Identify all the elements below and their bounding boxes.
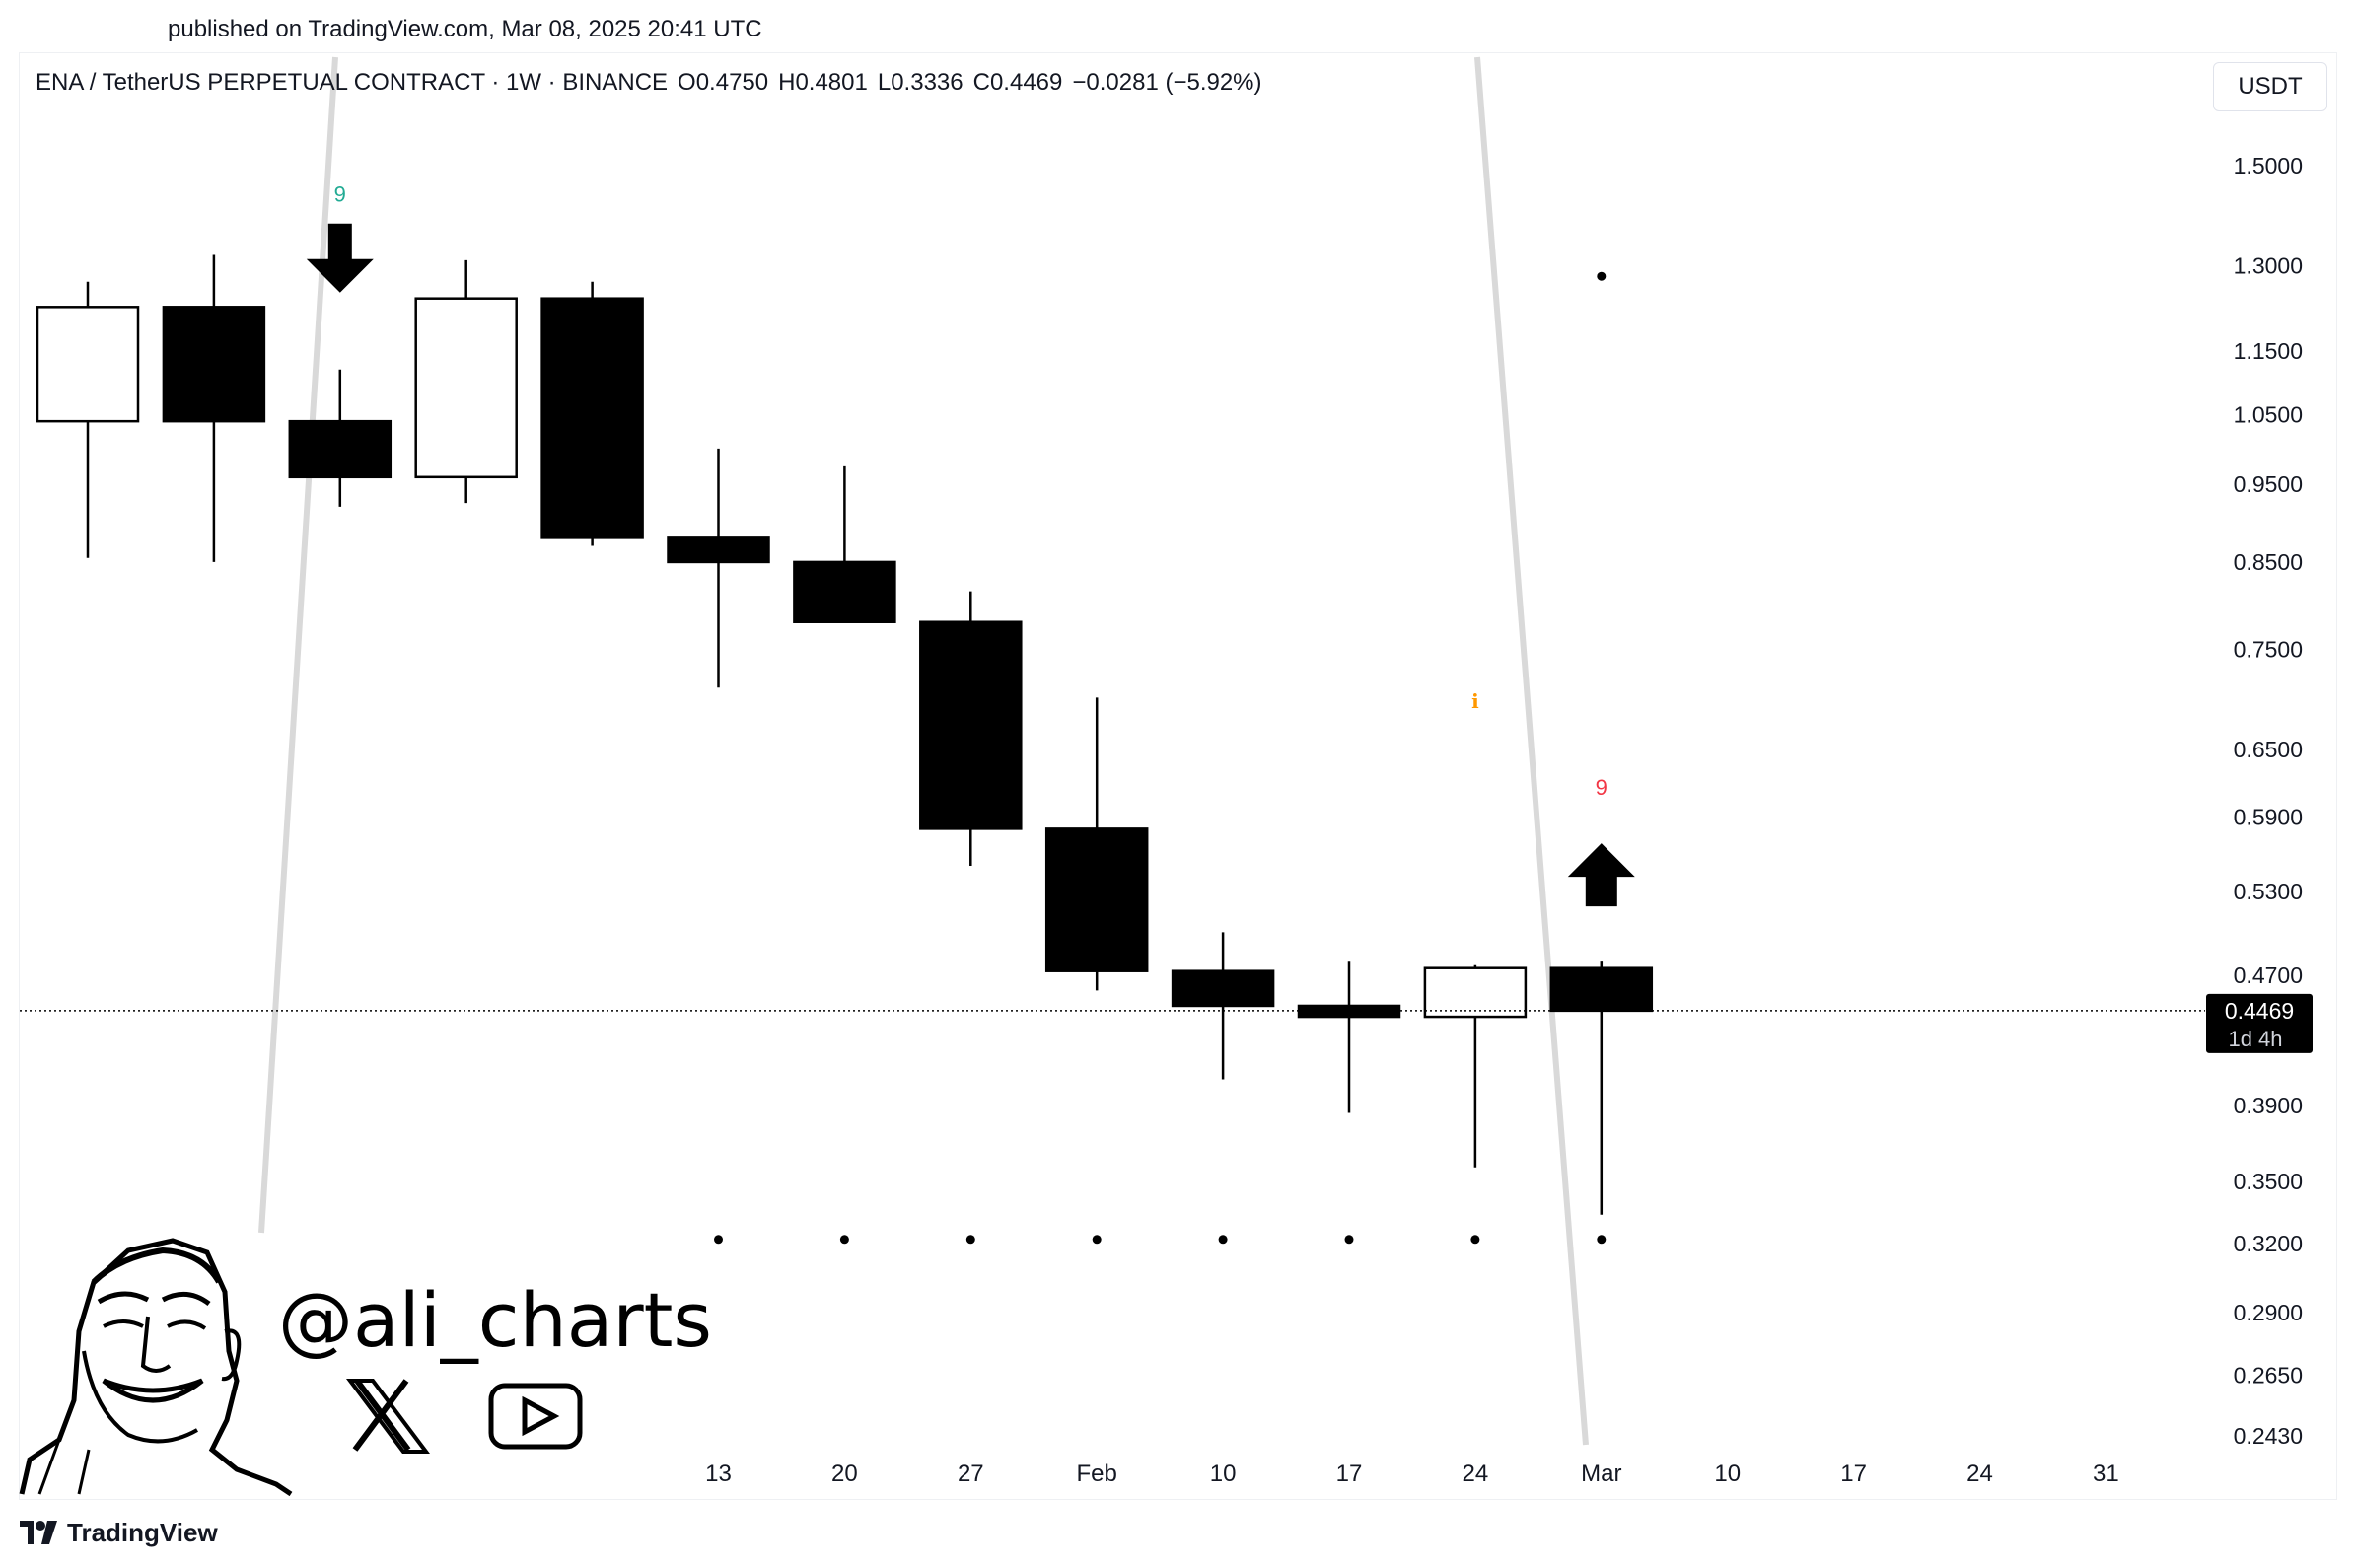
candle[interactable] [36, 281, 140, 558]
indicator-dot [1470, 1235, 1480, 1245]
last-price-line: 0.4469 1d 4h [20, 993, 2313, 1053]
y-tick-label: 0.8500 [2234, 549, 2303, 575]
candle-body [36, 306, 140, 423]
trend-line[interactable] [258, 56, 338, 1234]
indicator-dot [1597, 271, 1607, 281]
last-price-label-bg [2206, 993, 2313, 1053]
x-tick-label: 24 [1463, 1461, 1489, 1487]
legend-open: O0.4750 [678, 69, 769, 96]
y-tick-label: 0.2900 [2234, 1300, 2303, 1325]
candles [36, 254, 1654, 1215]
x-tick-label: 17 [1336, 1461, 1363, 1487]
bar-countdown: 1d 4h [2228, 1027, 2282, 1051]
candle-body [667, 536, 770, 564]
x-tick-label: 27 [958, 1461, 984, 1487]
chart-legend: ENA / TetherUS PERPETUAL CONTRACT · 1W ·… [36, 69, 1272, 97]
y-tick-label: 0.3200 [2234, 1231, 2303, 1256]
candle-body [288, 419, 393, 479]
price-axis: 1.5000 1.3000 1.1500 1.0500 0.9500 0.8500 0.75… [2234, 153, 2303, 1449]
y-tick-label: 0.4700 [2234, 962, 2303, 988]
x-tick-label: Mar [1581, 1461, 1621, 1487]
candle-body [414, 297, 518, 479]
candle-body [793, 560, 896, 623]
currency-button[interactable]: USDT [2213, 62, 2327, 111]
time-axis: 13 20 27 Feb 10 17 24 Mar 10 17 24 31 [705, 1461, 2119, 1487]
youtube-icon [488, 1383, 583, 1450]
info-marker[interactable]: i [1471, 689, 1479, 713]
markers: 9 9 i [306, 182, 1635, 907]
watermark-handle: @ali_charts [278, 1276, 712, 1364]
candle[interactable] [540, 281, 644, 546]
tradingview-footer-logo[interactable]: TradingView [20, 1518, 218, 1548]
y-tick-label: 0.2430 [2234, 1423, 2303, 1449]
candle-body [1297, 1004, 1401, 1019]
candle[interactable] [288, 369, 393, 507]
candle-body [1549, 966, 1654, 1013]
trend-line[interactable] [1474, 56, 1589, 1446]
candle[interactable] [414, 259, 518, 504]
candle[interactable] [1423, 964, 1528, 1168]
x-tick-label: 10 [1210, 1461, 1237, 1487]
candle-body [1171, 969, 1275, 1008]
y-tick-label: 0.2650 [2234, 1363, 2303, 1389]
chart-frame [19, 52, 2337, 1500]
legend-high: H0.4801 [778, 69, 868, 96]
last-price-value: 0.4469 [2225, 998, 2294, 1024]
x-tick-label: 31 [2093, 1461, 2119, 1487]
y-tick-label: 0.7500 [2234, 636, 2303, 662]
indicator-dot [839, 1235, 849, 1245]
y-tick-label: 1.3000 [2234, 252, 2303, 278]
tradingview-logo-icon [20, 1520, 57, 1544]
x-tick-label: 24 [1966, 1461, 1993, 1487]
td-sequential-label: 9 [1596, 775, 1607, 800]
candle-body [1423, 966, 1528, 1019]
ali-face-logo [19, 1238, 293, 1497]
y-tick-label: 1.1500 [2234, 338, 2303, 364]
candle[interactable] [162, 254, 266, 562]
dots [714, 271, 1607, 1245]
y-tick-label: 0.5900 [2234, 804, 2303, 829]
candle[interactable] [1044, 697, 1149, 991]
y-tick-label: 1.0500 [2234, 401, 2303, 427]
y-tick-label: 0.9500 [2234, 471, 2303, 497]
x-tick-label: 20 [831, 1461, 858, 1487]
y-tick-label: 0.3900 [2234, 1093, 2303, 1118]
candle-body [919, 620, 1023, 830]
trend-lines [258, 56, 1589, 1446]
td-sequential-label: 9 [334, 182, 346, 207]
candle-body [162, 306, 266, 423]
x-tick-label: 13 [705, 1461, 732, 1487]
arrow-down-icon [306, 223, 374, 293]
indicator-dot [1344, 1235, 1354, 1245]
candle[interactable] [1171, 932, 1275, 1080]
candle-body [1044, 827, 1149, 972]
indicator-dot [1597, 1235, 1607, 1245]
x-tick-label: 17 [1840, 1461, 1867, 1487]
indicator-dot [714, 1235, 723, 1245]
legend-change: −0.0281 (−5.92%) [1072, 69, 1262, 96]
indicator-dot [1092, 1235, 1102, 1245]
x-logo-icon [346, 1379, 430, 1454]
arrow-up-icon [1567, 843, 1635, 907]
x-tick-label: Feb [1077, 1461, 1117, 1487]
candle[interactable] [793, 465, 896, 623]
indicator-dot [965, 1235, 975, 1245]
legend-low: L0.3336 [877, 69, 964, 96]
legend-symbol: ENA / TetherUS PERPETUAL CONTRACT · 1W ·… [36, 69, 669, 96]
y-tick-label: 1.5000 [2234, 153, 2303, 178]
legend-close: C0.4469 [972, 69, 1063, 96]
x-tick-label: 10 [1714, 1461, 1741, 1487]
y-tick-label: 0.6500 [2234, 737, 2303, 762]
tradingview-brand: TradingView [67, 1518, 218, 1547]
candle[interactable] [1549, 961, 1654, 1215]
published-caption: published on TradingView.com, Mar 08, 20… [168, 16, 762, 42]
y-tick-label: 0.5300 [2234, 879, 2303, 904]
indicator-dot [1218, 1235, 1228, 1245]
candle[interactable] [919, 591, 1023, 866]
y-tick-label: 0.3500 [2234, 1169, 2303, 1194]
candle-body [540, 297, 644, 539]
candle[interactable] [1297, 961, 1401, 1113]
candle[interactable] [667, 448, 770, 688]
